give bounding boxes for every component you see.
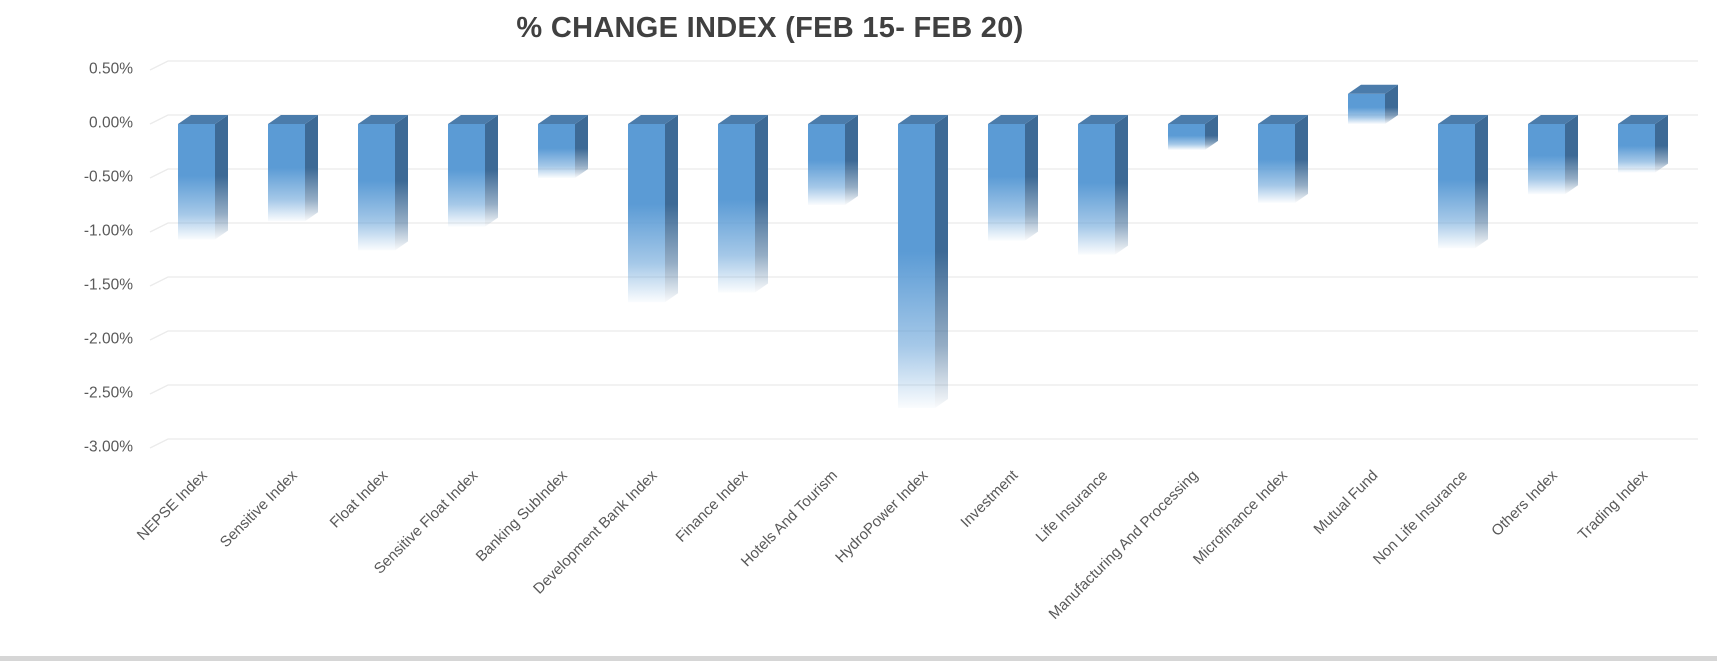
bar-side-face [665, 115, 678, 303]
bar-front-face [178, 124, 215, 240]
bar-side-face [1115, 115, 1128, 255]
gridline [149, 60, 1698, 71]
bar-top-face [718, 115, 768, 124]
bar-side-face [1655, 115, 1668, 173]
bar-non-life-insurance [1438, 115, 1488, 249]
gridline [149, 168, 1698, 179]
bar-side-face [1025, 115, 1038, 241]
bar-front-face [358, 124, 395, 251]
chart-title: % CHANGE INDEX (FEB 15- FEB 20) [516, 12, 1024, 44]
bar-top-face [628, 115, 678, 124]
bar-life-insurance [1078, 115, 1128, 255]
bar-side-face [485, 115, 498, 227]
bar-front-face [1258, 124, 1295, 203]
y-axis-tick-label: 0.50% [89, 60, 133, 78]
bar-side-face [935, 115, 948, 409]
bottom-edge-strip [0, 656, 1717, 661]
bar-top-face [988, 115, 1038, 124]
bar-front-face [898, 124, 935, 409]
bar-front-face [718, 124, 755, 293]
gridline [149, 330, 1698, 341]
bar-front-face [1348, 93, 1385, 124]
bar-top-face [448, 115, 498, 124]
gridline [149, 222, 1698, 233]
bar-side-face [305, 115, 318, 222]
gridline [149, 276, 1698, 287]
bar-top-face [538, 115, 588, 124]
bar-top-face [268, 115, 318, 124]
bar-top-face [1168, 115, 1218, 124]
bar-investment [988, 115, 1038, 241]
bar-front-face [1078, 124, 1115, 255]
bar-top-face [1078, 115, 1128, 124]
bar-hotels-and-tourism [808, 115, 858, 205]
bar-front-face [268, 124, 305, 222]
y-axis-tick-label: -2.00% [83, 330, 133, 348]
bar-top-face [1438, 115, 1488, 124]
gridlines [149, 60, 1698, 449]
y-axis-tick-label: -1.00% [83, 222, 133, 240]
bar-front-face [1618, 124, 1655, 173]
bar-side-face [1205, 115, 1218, 150]
bar-others-index [1528, 115, 1578, 195]
bar-mutual-fund [1348, 84, 1398, 124]
bar-development-bank-index [628, 115, 678, 303]
bar-side-face [395, 115, 408, 251]
bar-sensitive-float-index [448, 115, 498, 227]
bar-manufacturing-and-processing [1168, 115, 1218, 150]
bar-side-face [845, 115, 858, 205]
bar-top-face [898, 115, 948, 124]
bar-top-face [1348, 84, 1398, 94]
bar-front-face [1528, 124, 1565, 195]
bar-front-face [448, 124, 485, 227]
bar-trading-index [1618, 115, 1668, 173]
bar-side-face [1565, 115, 1578, 195]
bar-float-index [358, 115, 408, 251]
bar-banking-subindex [538, 115, 588, 178]
bar-nepse-index [178, 115, 228, 240]
bar-top-face [1528, 115, 1578, 124]
y-axis-tick-label: -2.50% [83, 384, 133, 402]
bar-side-face [215, 115, 228, 240]
bar-front-face [988, 124, 1025, 241]
bar-side-face [1475, 115, 1488, 249]
bar-top-face [178, 115, 228, 124]
y-axis-tick-label: -1.50% [83, 276, 133, 294]
bar-top-face [1258, 115, 1308, 124]
bar-front-face [1438, 124, 1475, 249]
bar-microfinance-index [1258, 115, 1308, 203]
bar-side-face [755, 115, 768, 293]
bar-side-face [1385, 84, 1398, 124]
bar-side-face [575, 115, 588, 178]
bar-top-face [1618, 115, 1668, 124]
bar-sensitive-index [268, 115, 318, 222]
y-axis-tick-label: -3.00% [83, 438, 133, 456]
bar-top-face [358, 115, 408, 124]
bar-side-face [1295, 115, 1308, 203]
bar-front-face [808, 124, 845, 205]
bar-top-face [808, 115, 858, 124]
y-axis-tick-label: 0.00% [89, 114, 133, 132]
y-axis-tick-label: -0.50% [83, 168, 133, 186]
gridline [149, 384, 1698, 395]
bar-front-face [628, 124, 665, 303]
bar-front-face [538, 124, 575, 178]
gridline [149, 438, 1698, 449]
bar-front-face [1168, 124, 1205, 150]
bar-finance-index [718, 115, 768, 293]
bar-hydropower-index [898, 115, 948, 409]
